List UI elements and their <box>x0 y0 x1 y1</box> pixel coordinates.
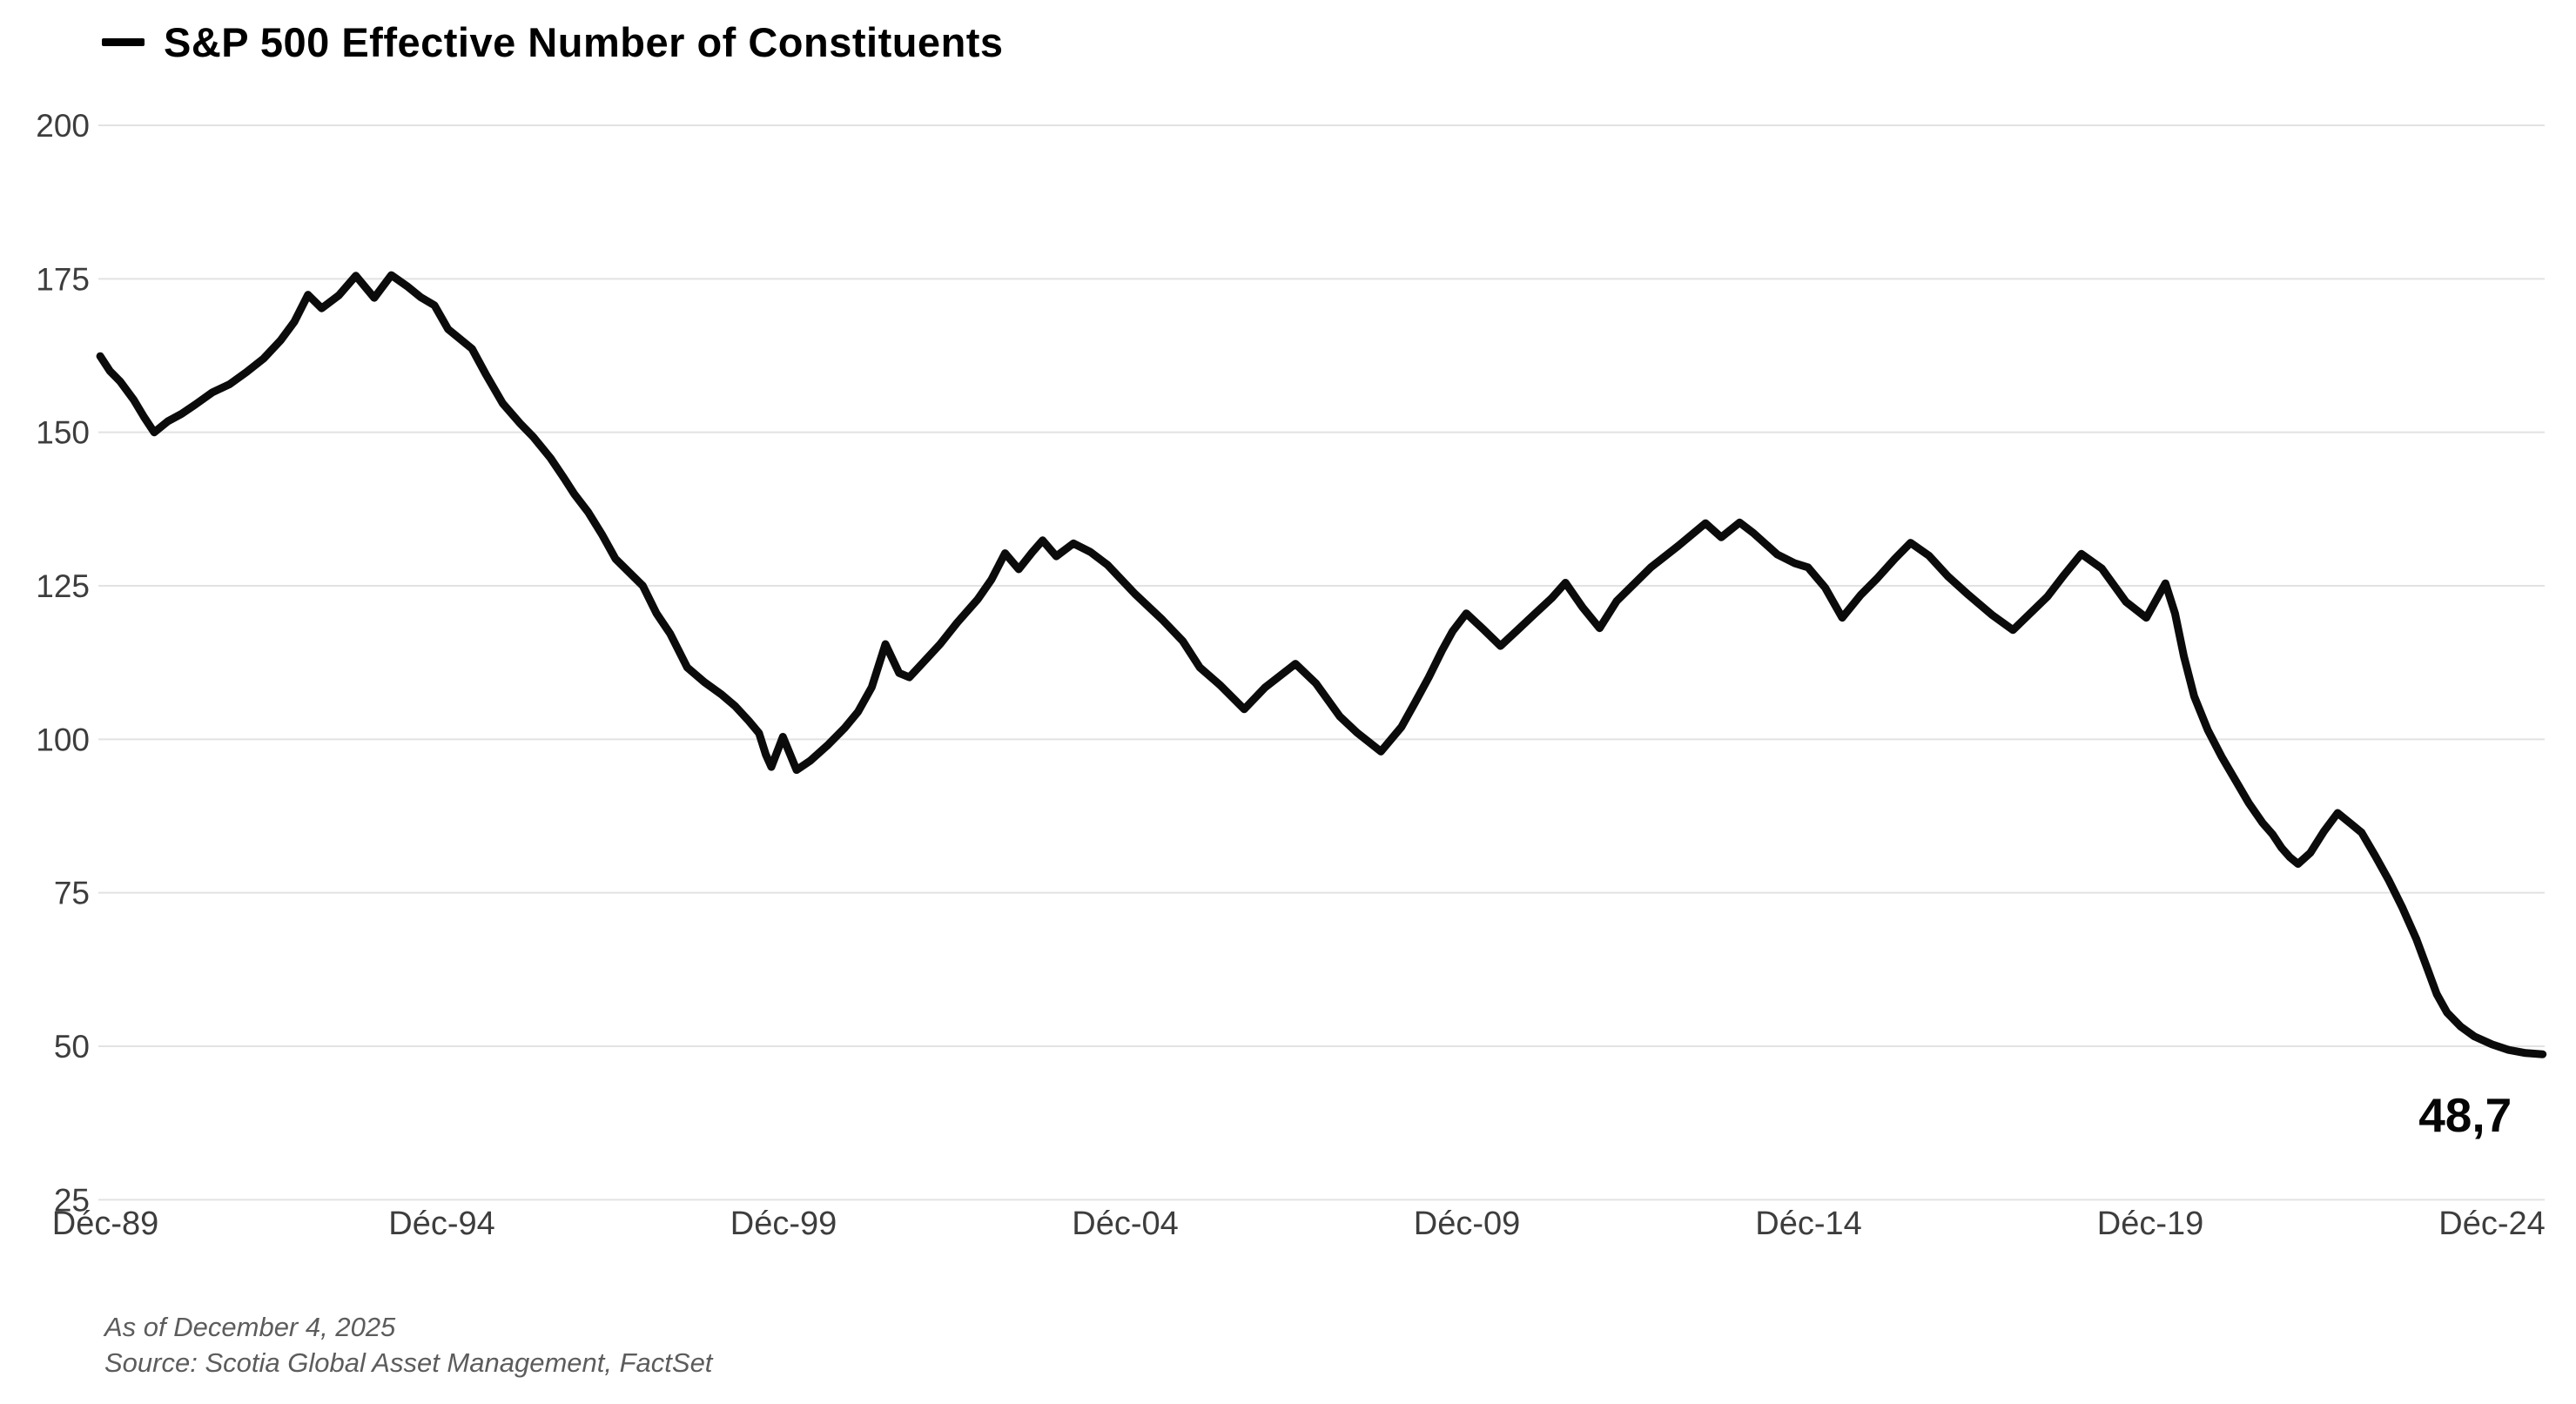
chart-title: S&P 500 Effective Number of Constituents <box>164 18 1004 65</box>
source-note: Source: Scotia Global Asset Management, … <box>104 1347 713 1378</box>
x-tick-label: Déc-89 <box>52 1206 159 1242</box>
last-value-label: 48,7 <box>2418 1088 2512 1143</box>
chart-footer: As of December 4, 2025 Source: Scotia Gl… <box>104 1310 712 1380</box>
y-tick-label: 125 <box>36 568 90 604</box>
y-tick-label: 200 <box>36 108 90 144</box>
y-tick-label: 50 <box>54 1029 90 1065</box>
x-tick-label: Déc-09 <box>1414 1206 1521 1242</box>
x-tick-label: Déc-24 <box>2438 1206 2546 1242</box>
y-tick-label: 175 <box>36 261 90 297</box>
y-tick-label: 150 <box>36 415 90 451</box>
y-tick-label: 100 <box>36 722 90 757</box>
legend-line-marker-icon <box>102 37 145 46</box>
as-of-note: As of December 4, 2025 <box>104 1312 396 1342</box>
x-tick-label: Déc-14 <box>1755 1206 1862 1242</box>
x-tick-label: Déc-94 <box>388 1206 495 1242</box>
y-tick-label: 25 <box>54 1182 90 1218</box>
x-tick-label: Déc-99 <box>730 1206 837 1242</box>
data-series-line <box>96 271 2547 1058</box>
y-tick-label: 75 <box>54 876 90 911</box>
x-tick-label: Déc-04 <box>1072 1206 1179 1242</box>
x-tick-label: Déc-19 <box>2097 1206 2204 1242</box>
legend: S&P 500 Effective Number of Constituents <box>102 16 1004 68</box>
